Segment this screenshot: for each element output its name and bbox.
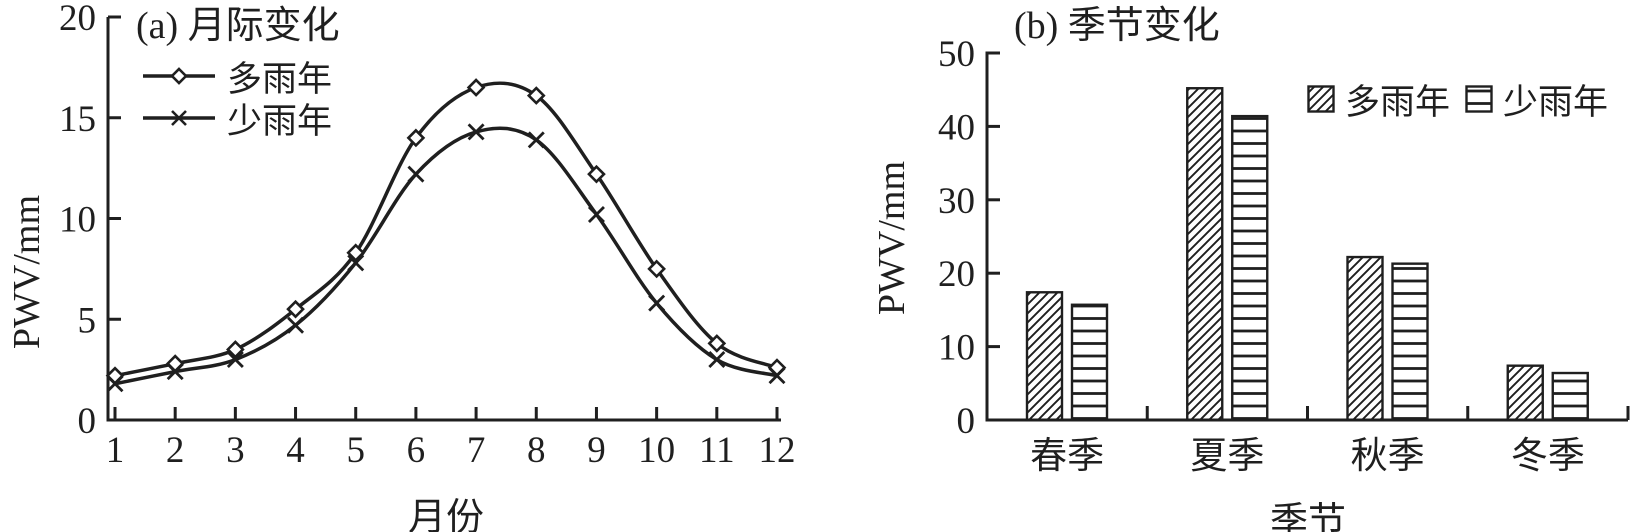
- rainy-year-hatch-swatch: [1307, 85, 1335, 113]
- dry-year-line: [114, 126, 778, 386]
- dry-year-marker: [768, 367, 786, 385]
- y-tick-label: 50: [938, 34, 975, 75]
- dry-year-marker: [587, 205, 605, 223]
- rainy-year-line-swatch: [141, 61, 217, 91]
- rainy-year-legend-label: 多雨年: [227, 59, 333, 99]
- rainy-year-marker: [226, 340, 245, 359]
- season-tick-label: 秋季: [1351, 436, 1425, 477]
- y-tick-label: 0: [78, 401, 97, 442]
- seasonal-y-axis-label: PWV/mm: [871, 160, 913, 316]
- x-tick-label: 2: [166, 430, 185, 471]
- x-tick-label: 12: [759, 430, 796, 471]
- dry-year-marker: [106, 375, 124, 393]
- rainy-year-marker: [767, 358, 787, 377]
- x-tick-label: 8: [527, 430, 546, 471]
- diagonal-hatch-icon: [1307, 85, 1335, 113]
- dry-year-marker: [287, 316, 305, 334]
- rainy-year-marker: [346, 243, 366, 263]
- y-tick-label: 40: [938, 107, 975, 148]
- rainy-year-marker: [707, 334, 727, 353]
- rainy-year-marker: [466, 78, 486, 97]
- seasonal-chart: 0 10 20 30 40 50 春季 夏季 秋季 冬季: [938, 34, 1630, 477]
- rainy-year-bar-夏季: [1186, 87, 1224, 422]
- dry-year-marker: [648, 294, 666, 312]
- dry-year-marker: [467, 123, 485, 141]
- panel-a-title: (a) 月际变化: [136, 5, 340, 47]
- x-tick-label: 11: [699, 430, 735, 471]
- dry-year-marker: [527, 131, 545, 149]
- rainy-year-marker: [526, 86, 546, 105]
- diamond-marker-icon: [170, 67, 188, 85]
- x-tick-label: 7: [467, 430, 486, 471]
- y-tick-label: 10: [938, 328, 975, 369]
- season-tick-label: 冬季: [1511, 436, 1585, 477]
- swatch-canvas: [1307, 85, 1335, 113]
- rainy-year-bar-春季: [1025, 291, 1064, 422]
- dry-year-bar-春季: [1070, 303, 1109, 422]
- swatch-canvas: [1465, 85, 1493, 113]
- dry-year-bar-legend-label: 少雨年: [1503, 82, 1609, 122]
- monthly-y-axis-label: PWV/mm: [6, 194, 48, 350]
- x-tick-label: 5: [346, 430, 365, 471]
- dry-year-hatch-swatch: [1465, 85, 1493, 113]
- rainy-year-bar-秋季: [1346, 255, 1384, 422]
- rainy-year-bar-冬季: [1506, 364, 1544, 422]
- dry-year-bar-冬季: [1551, 371, 1589, 422]
- x-tick-label: 10: [638, 430, 675, 471]
- x-tick-label: 6: [407, 430, 426, 471]
- seasonal-x-axis-label: 季节: [1269, 501, 1347, 532]
- season-tick-label: 春季: [1030, 436, 1104, 477]
- monthly-axes: [106, 17, 781, 422]
- dry-year-line-swatch: [141, 103, 217, 133]
- rainy-year-marker: [587, 164, 606, 184]
- x-marker-icon: [171, 110, 187, 126]
- monthly-x-axis-label: 月份: [407, 497, 485, 532]
- rainy-year-marker: [647, 259, 666, 279]
- seasonal-legend-item-dry: 少雨年: [1465, 81, 1608, 122]
- x-tick-label: 3: [226, 430, 245, 471]
- rainy-year-marker: [165, 354, 185, 373]
- x-tick-label: 9: [587, 430, 606, 471]
- y-tick-label: 10: [59, 200, 96, 241]
- dry-year-bar-夏季: [1231, 114, 1269, 422]
- y-tick-label: 30: [938, 181, 975, 222]
- y-tick-label: 15: [59, 99, 96, 140]
- dry-year-marker: [226, 351, 244, 369]
- y-tick-label: 20: [938, 254, 975, 295]
- horizontal-hatch-icon: [1465, 85, 1493, 113]
- rainy-year-bar-legend-label: 多雨年: [1345, 82, 1451, 122]
- dry-year-marker: [166, 363, 184, 381]
- monthly-legend-item-rainy: 多雨年: [141, 57, 332, 99]
- dry-year-legend-label: 少雨年: [227, 101, 333, 141]
- x-tick-label: 1: [106, 430, 125, 471]
- rainy-year-marker: [406, 128, 426, 148]
- seasonal-legend-item-rainy: 多雨年: [1307, 81, 1450, 122]
- dry-year-marker: [407, 165, 425, 183]
- y-tick-label: 0: [957, 401, 976, 442]
- dry-year-marker: [708, 351, 726, 369]
- panel-b-title: (b) 季节变化: [1014, 5, 1220, 47]
- swatch-canvas: [143, 67, 215, 85]
- y-tick-label: 20: [59, 0, 96, 39]
- x-tick-label: 4: [286, 430, 305, 471]
- dry-year-bar-秋季: [1391, 262, 1429, 422]
- monthly-legend-item-dry: 少雨年: [141, 99, 332, 141]
- season-tick-label: 夏季: [1190, 436, 1264, 477]
- rainy-year-marker: [286, 299, 305, 319]
- dry-year-marker: [347, 254, 365, 272]
- swatch-canvas: [143, 110, 215, 126]
- y-tick-label: 5: [78, 300, 97, 341]
